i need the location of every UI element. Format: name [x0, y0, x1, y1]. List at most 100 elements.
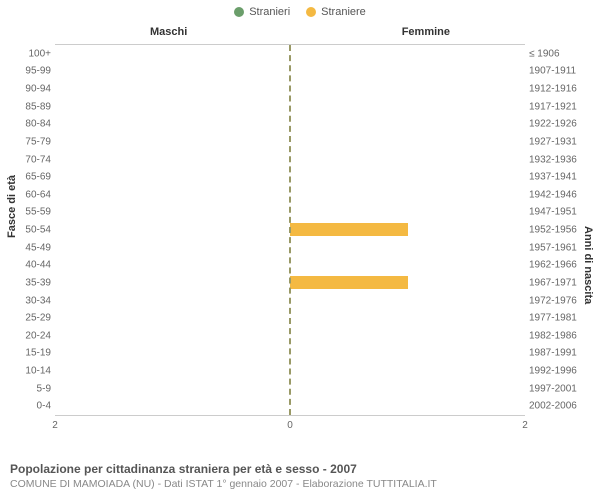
bar-cell-f	[290, 98, 525, 116]
legend-item-m: Stranieri	[234, 6, 290, 18]
birth-label: 1972-1976	[529, 295, 591, 306]
age-label: 100+	[7, 48, 51, 59]
footer: Popolazione per cittadinanza straniera p…	[10, 462, 590, 490]
age-label: 25-29	[7, 313, 51, 324]
age-label: 95-99	[7, 66, 51, 77]
age-label: 80-84	[7, 119, 51, 130]
bar-cell-m	[55, 204, 290, 222]
age-label: 45-49	[7, 242, 51, 253]
birth-label: 1982-1986	[529, 330, 591, 341]
bar-f	[290, 276, 408, 289]
birth-label: 1957-1961	[529, 242, 591, 253]
birth-label: 1912-1916	[529, 84, 591, 95]
birth-label: 1997-2001	[529, 383, 591, 394]
bar-cell-f	[290, 168, 525, 186]
x-tick: 0	[287, 420, 293, 431]
bar-cell-f	[290, 239, 525, 257]
bar-cell-m	[55, 380, 290, 398]
birth-label: 1947-1951	[529, 207, 591, 218]
bar-cell-f	[290, 292, 525, 310]
bar-cell-m	[55, 80, 290, 98]
birth-label: 1907-1911	[529, 66, 591, 77]
bar-cell-f	[290, 63, 525, 81]
legend-item-f: Straniere	[306, 6, 366, 18]
bar-cell-f	[290, 45, 525, 63]
center-line	[289, 45, 291, 415]
age-label: 50-54	[7, 225, 51, 236]
bar-cell-m	[55, 362, 290, 380]
birth-label: 1987-1991	[529, 348, 591, 359]
legend: Stranieri Straniere	[0, 0, 600, 18]
bar-cell-f	[290, 380, 525, 398]
bar-cell-f	[290, 398, 525, 416]
column-heading-maschi: Maschi	[150, 26, 187, 38]
bar-cell-m	[55, 345, 290, 363]
age-label: 70-74	[7, 154, 51, 165]
birth-label: 1942-1946	[529, 189, 591, 200]
age-label: 90-94	[7, 84, 51, 95]
age-label: 85-89	[7, 101, 51, 112]
birth-label: 2002-2006	[529, 401, 591, 412]
bar-cell-m	[55, 257, 290, 275]
birth-label: 1992-1996	[529, 366, 591, 377]
birth-label: 1927-1931	[529, 136, 591, 147]
bar-cell-m	[55, 239, 290, 257]
age-label: 0-4	[7, 401, 51, 412]
bar-f	[290, 223, 408, 236]
legend-label-f: Straniere	[321, 6, 366, 18]
age-label: 35-39	[7, 277, 51, 288]
bar-cell-m	[55, 151, 290, 169]
age-label: 55-59	[7, 207, 51, 218]
bar-cell-m	[55, 292, 290, 310]
bar-cell-m	[55, 63, 290, 81]
birth-label: 1967-1971	[529, 277, 591, 288]
bar-cell-m	[55, 327, 290, 345]
bar-cell-f	[290, 133, 525, 151]
bar-cell-f	[290, 309, 525, 327]
birth-label: 1932-1936	[529, 154, 591, 165]
chart-title: Popolazione per cittadinanza straniera p…	[10, 462, 590, 476]
x-tick: 2	[52, 420, 58, 431]
bar-cell-f	[290, 186, 525, 204]
age-label: 60-64	[7, 189, 51, 200]
bar-cell-f	[290, 327, 525, 345]
age-label: 5-9	[7, 383, 51, 394]
bar-cell-m	[55, 116, 290, 134]
age-label: 20-24	[7, 330, 51, 341]
bar-cell-m	[55, 98, 290, 116]
bar-cell-f	[290, 204, 525, 222]
bar-cell-f	[290, 80, 525, 98]
legend-label-m: Stranieri	[249, 6, 290, 18]
age-label: 65-69	[7, 172, 51, 183]
age-label: 15-19	[7, 348, 51, 359]
column-heading-femmine: Femmine	[402, 26, 450, 38]
bar-cell-f	[290, 362, 525, 380]
bar-cell-m	[55, 168, 290, 186]
age-label: 30-34	[7, 295, 51, 306]
chart-subtitle: COMUNE DI MAMOIADA (NU) - Dati ISTAT 1° …	[10, 478, 590, 490]
bar-cell-f	[290, 116, 525, 134]
bar-cell-m	[55, 274, 290, 292]
bar-cell-m	[55, 45, 290, 63]
bar-cell-f	[290, 274, 525, 292]
birth-label: 1922-1926	[529, 119, 591, 130]
birth-label: ≤ 1906	[529, 48, 591, 59]
legend-dot-f-icon	[306, 7, 316, 17]
birth-label: 1917-1921	[529, 101, 591, 112]
birth-label: 1962-1966	[529, 260, 591, 271]
plot-area: 100+≤ 190695-991907-191190-941912-191685…	[55, 44, 525, 416]
bar-cell-m	[55, 398, 290, 416]
chart: Fasce di età Anni di nascita Maschi Femm…	[0, 22, 600, 442]
bar-cell-f	[290, 221, 525, 239]
x-tick: 2	[522, 420, 528, 431]
birth-label: 1937-1941	[529, 172, 591, 183]
age-label: 10-14	[7, 366, 51, 377]
x-ticks: 2 0 2	[55, 420, 525, 434]
bar-cell-m	[55, 221, 290, 239]
bar-cell-f	[290, 345, 525, 363]
birth-label: 1952-1956	[529, 225, 591, 236]
legend-dot-m-icon	[234, 7, 244, 17]
bar-cell-m	[55, 186, 290, 204]
bar-cell-m	[55, 309, 290, 327]
bar-cell-f	[290, 257, 525, 275]
